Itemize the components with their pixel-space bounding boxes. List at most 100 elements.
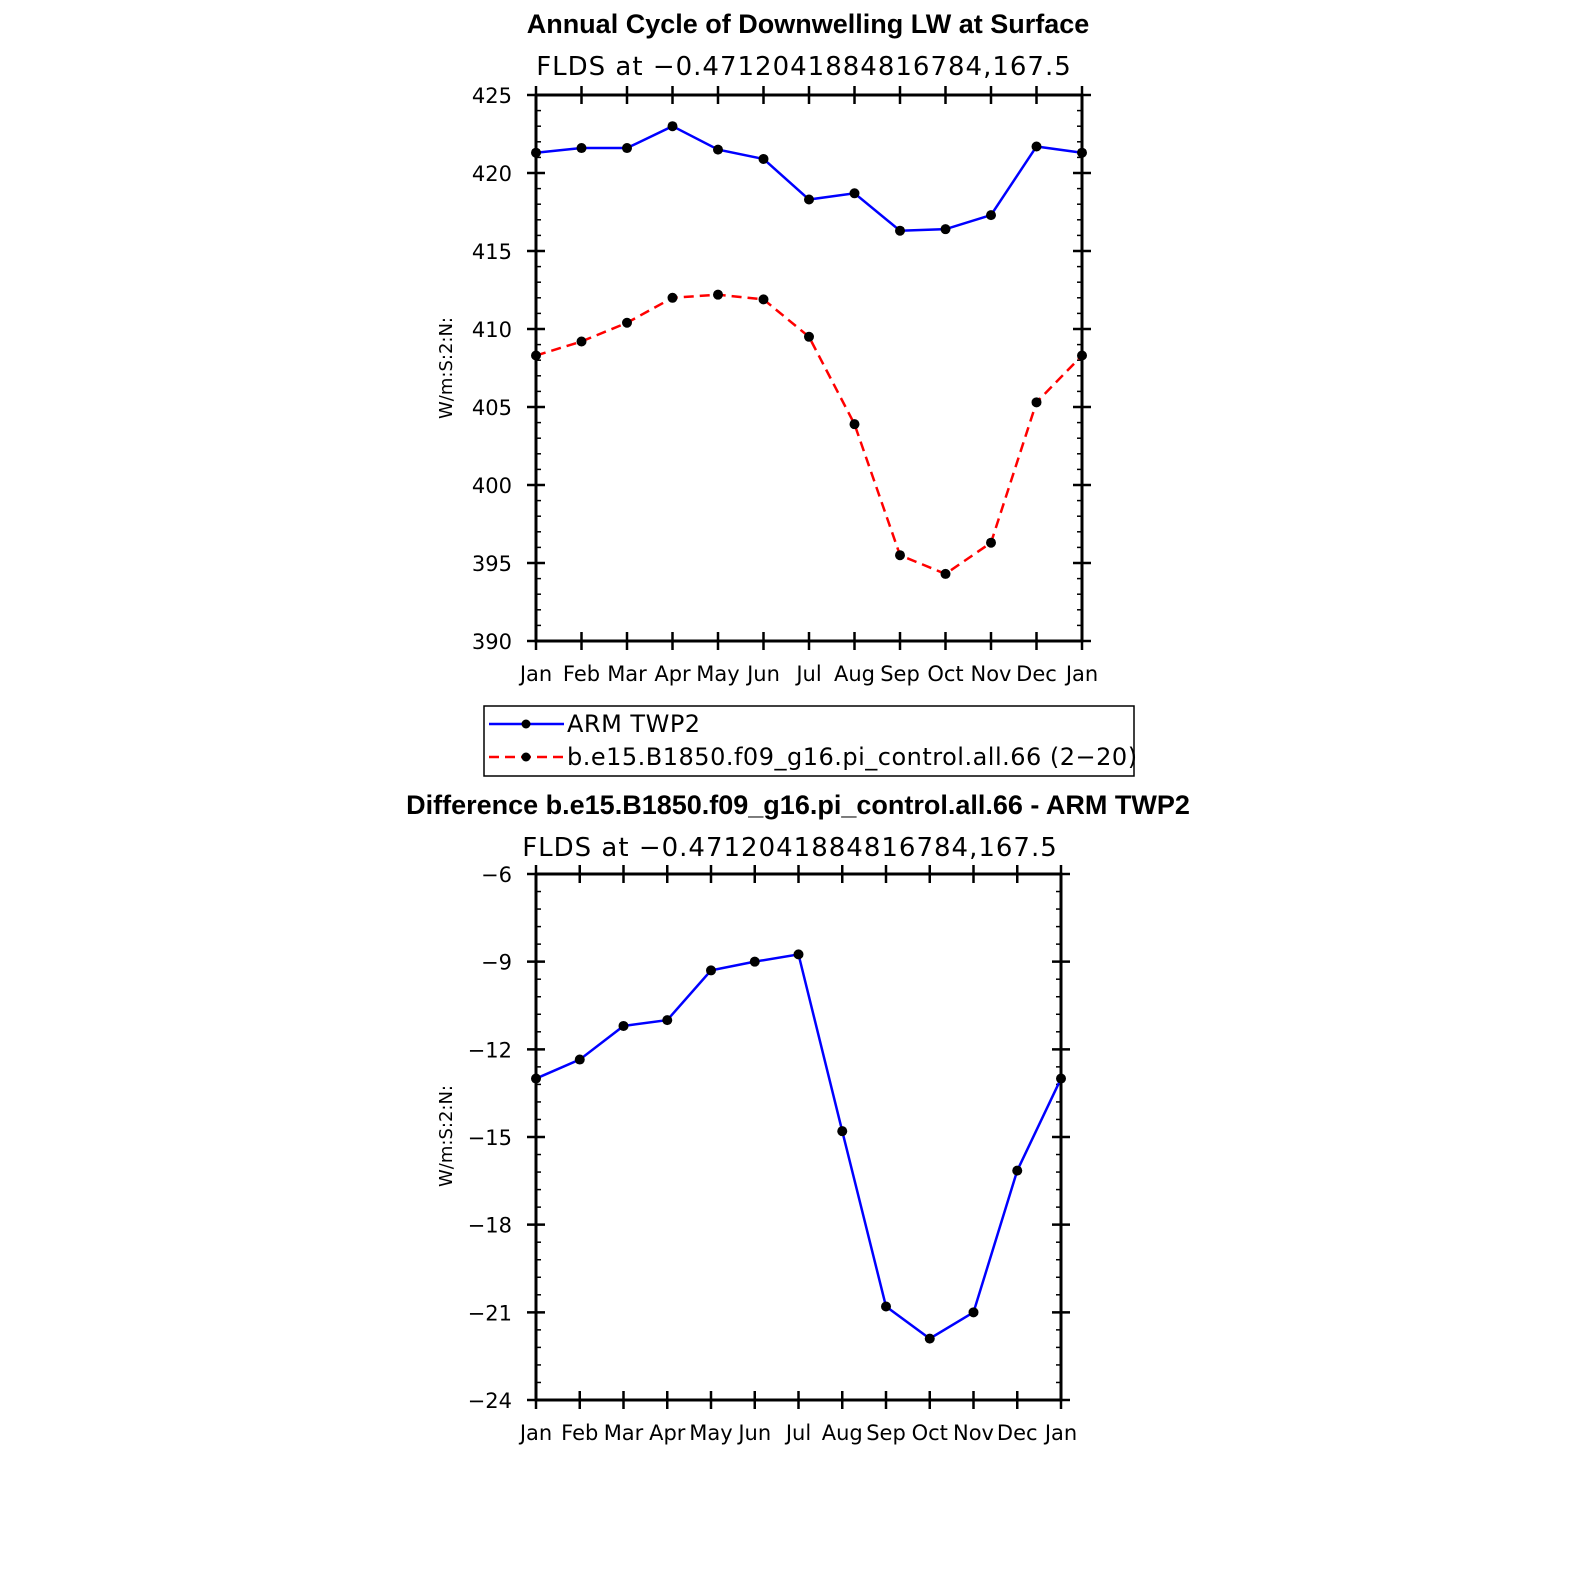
top-chart-subtitle: FLDS at −0.4712041884816784,167.5 (536, 52, 1072, 82)
bottom-chart-xtick-label: Nov (953, 1421, 994, 1445)
bottom-chart-series-0-point (706, 965, 716, 976)
bottom-chart-ytick-label: −6 (481, 863, 512, 887)
bottom-chart-xtick-label: Aug (822, 1421, 863, 1445)
top-chart-xtick-label: Dec (1016, 662, 1057, 686)
legend-label-arm: ARM TWP2 (567, 710, 701, 738)
top-chart-series-1-point (1031, 397, 1042, 408)
bottom-chart-subtitle: FLDS at −0.4712041884816784,167.5 (522, 833, 1058, 863)
legend-marker-model (521, 752, 531, 762)
legend-box (483, 705, 1135, 777)
top-chart-series-0-point (895, 225, 905, 236)
bottom-chart-axes: −24 −21 −18 −15 −12 −9 −6 Jan Feb Mar Apr May Jun Jul… (468, 863, 1078, 1445)
bottom-chart-series-0-point (1012, 1165, 1023, 1176)
top-chart-series-0-point (804, 194, 814, 205)
top-chart-series-0-point (531, 147, 541, 158)
legend: ARM TWP2 b.e15.B1850.f09_g16.pi_control.… (483, 705, 1138, 777)
top-chart-ytick-label: 400 (472, 474, 512, 498)
bottom-chart-series-0-point (662, 1015, 673, 1026)
bottom-chart-series-0-point (924, 1333, 935, 1344)
bottom-chart-series-0-point (531, 1073, 541, 1084)
top-chart-series-0-point (1031, 141, 1042, 152)
bottom-chart-series-0-point (574, 1054, 585, 1065)
top-chart-xtick-label: Jan (518, 662, 552, 686)
bottom-chart-xtick-label: Apr (649, 1421, 686, 1445)
top-chart-xtick-label: Nov (971, 662, 1012, 686)
bottom-chart-xtick-label: Feb (561, 1421, 598, 1445)
bottom-chart-series-0-point (837, 1126, 848, 1137)
top-chart-title: Annual Cycle of Downwelling LW at Surfac… (527, 9, 1090, 39)
top-chart-series-1-point (1077, 350, 1087, 361)
bottom-chart-ytick-label: −9 (481, 951, 512, 975)
top-chart-xtick-label: Jun (745, 662, 780, 686)
bottom-chart-series-0-point (793, 949, 804, 960)
top-chart-xtick-label: Sep (880, 662, 920, 686)
top-chart-ytick-label: 405 (472, 396, 512, 420)
top-chart-series-0-point (940, 224, 951, 235)
top-chart-series-0-point (986, 210, 996, 221)
top-chart-series-1-point (622, 317, 632, 328)
top-chart-series-0-point (576, 143, 587, 154)
top-chart-ytick-label: 395 (472, 552, 512, 576)
top-chart-plot-frame (534, 93, 1084, 643)
bottom-chart-series-line-0 (535, 952, 1063, 1341)
bottom-chart-xtick-label: Jun (736, 1421, 771, 1445)
top-chart-series-0-point (758, 153, 769, 164)
top-chart-series-1-point (804, 331, 814, 342)
legend-label-model: b.e15.B1850.f09_g16.pi_control.all.66 (2… (567, 743, 1138, 771)
bottom-chart-series (531, 949, 1066, 1344)
bottom-chart-xtick-label: Sep (866, 1421, 906, 1445)
top-chart-ylabel: W/m:S:2:N: (436, 317, 457, 419)
bottom-chart-series-0-point (881, 1301, 891, 1312)
top-chart-xtick-label: Mar (607, 662, 647, 686)
top-chart-series-1-point (940, 568, 951, 579)
top-chart-xtick-label: Apr (654, 662, 691, 686)
top-chart-series-1-point (713, 289, 723, 300)
top-chart-series-1-point (849, 419, 860, 430)
bottom-chart-ylabel: W/m:S:2:N: (436, 1085, 457, 1187)
bottom-chart-ytick-label: −12 (468, 1038, 512, 1062)
top-chart-xtick-label: Oct (927, 662, 963, 686)
top-chart-series (531, 121, 1087, 579)
top-chart-ytick-label: 420 (472, 162, 512, 186)
bottom-chart-ytick-label: −21 (468, 1301, 512, 1325)
bottom-chart-series-0-point (749, 956, 760, 967)
bottom-chart-series-0-point (1056, 1073, 1066, 1084)
top-chart-series-1-point (895, 550, 905, 561)
top-chart-ytick-label: 415 (472, 240, 512, 264)
top-chart-xtick-label: Jan (1064, 662, 1098, 686)
bottom-chart-xtick-label: Jan (1043, 1421, 1077, 1445)
top-chart-series-1-point (576, 336, 587, 347)
top-chart-ytick-label: 425 (472, 84, 512, 108)
top-chart-series-line-0 (535, 124, 1083, 232)
top-chart-series-1-point (667, 292, 678, 303)
top-chart-series-0-point (1077, 147, 1087, 158)
top-chart-series-1-point (531, 350, 541, 361)
top-chart-xtick-label: May (696, 662, 739, 686)
bottom-chart-xtick-label: Jul (784, 1421, 811, 1445)
bottom-chart-xtick-label: Oct (912, 1421, 948, 1445)
top-chart-ytick-label: 410 (472, 318, 512, 342)
bottom-chart-xtick-label: Jan (518, 1421, 552, 1445)
top-chart-series-1-point (758, 294, 769, 305)
top-chart-series-0-point (667, 121, 678, 132)
top-chart-xtick-label: Feb (563, 662, 600, 686)
top-chart-xtick-label: Jul (794, 662, 821, 686)
top-chart-series-0-point (713, 144, 723, 155)
legend-marker-arm (521, 719, 531, 729)
top-chart-series-0-point (622, 143, 632, 154)
bottom-chart-ytick-label: −15 (468, 1126, 512, 1150)
bottom-chart-series-0-point (618, 1020, 629, 1031)
bottom-chart-ytick-label: −24 (468, 1389, 512, 1413)
top-chart-ytick-label: 390 (472, 630, 512, 654)
bottom-chart-ytick-label: −18 (468, 1214, 512, 1238)
bottom-chart-xtick-label: Dec (997, 1421, 1038, 1445)
bottom-chart-xtick-label: Mar (604, 1421, 644, 1445)
bottom-chart-xtick-label: May (689, 1421, 732, 1445)
top-chart-series-0-point (849, 188, 860, 199)
bottom-chart-series-0-point (968, 1307, 979, 1318)
top-chart-series-1-point (986, 537, 996, 548)
bottom-chart-title: Difference b.e15.B1850.f09_g16.pi_contro… (406, 790, 1190, 820)
top-chart-xtick-label: Aug (834, 662, 875, 686)
